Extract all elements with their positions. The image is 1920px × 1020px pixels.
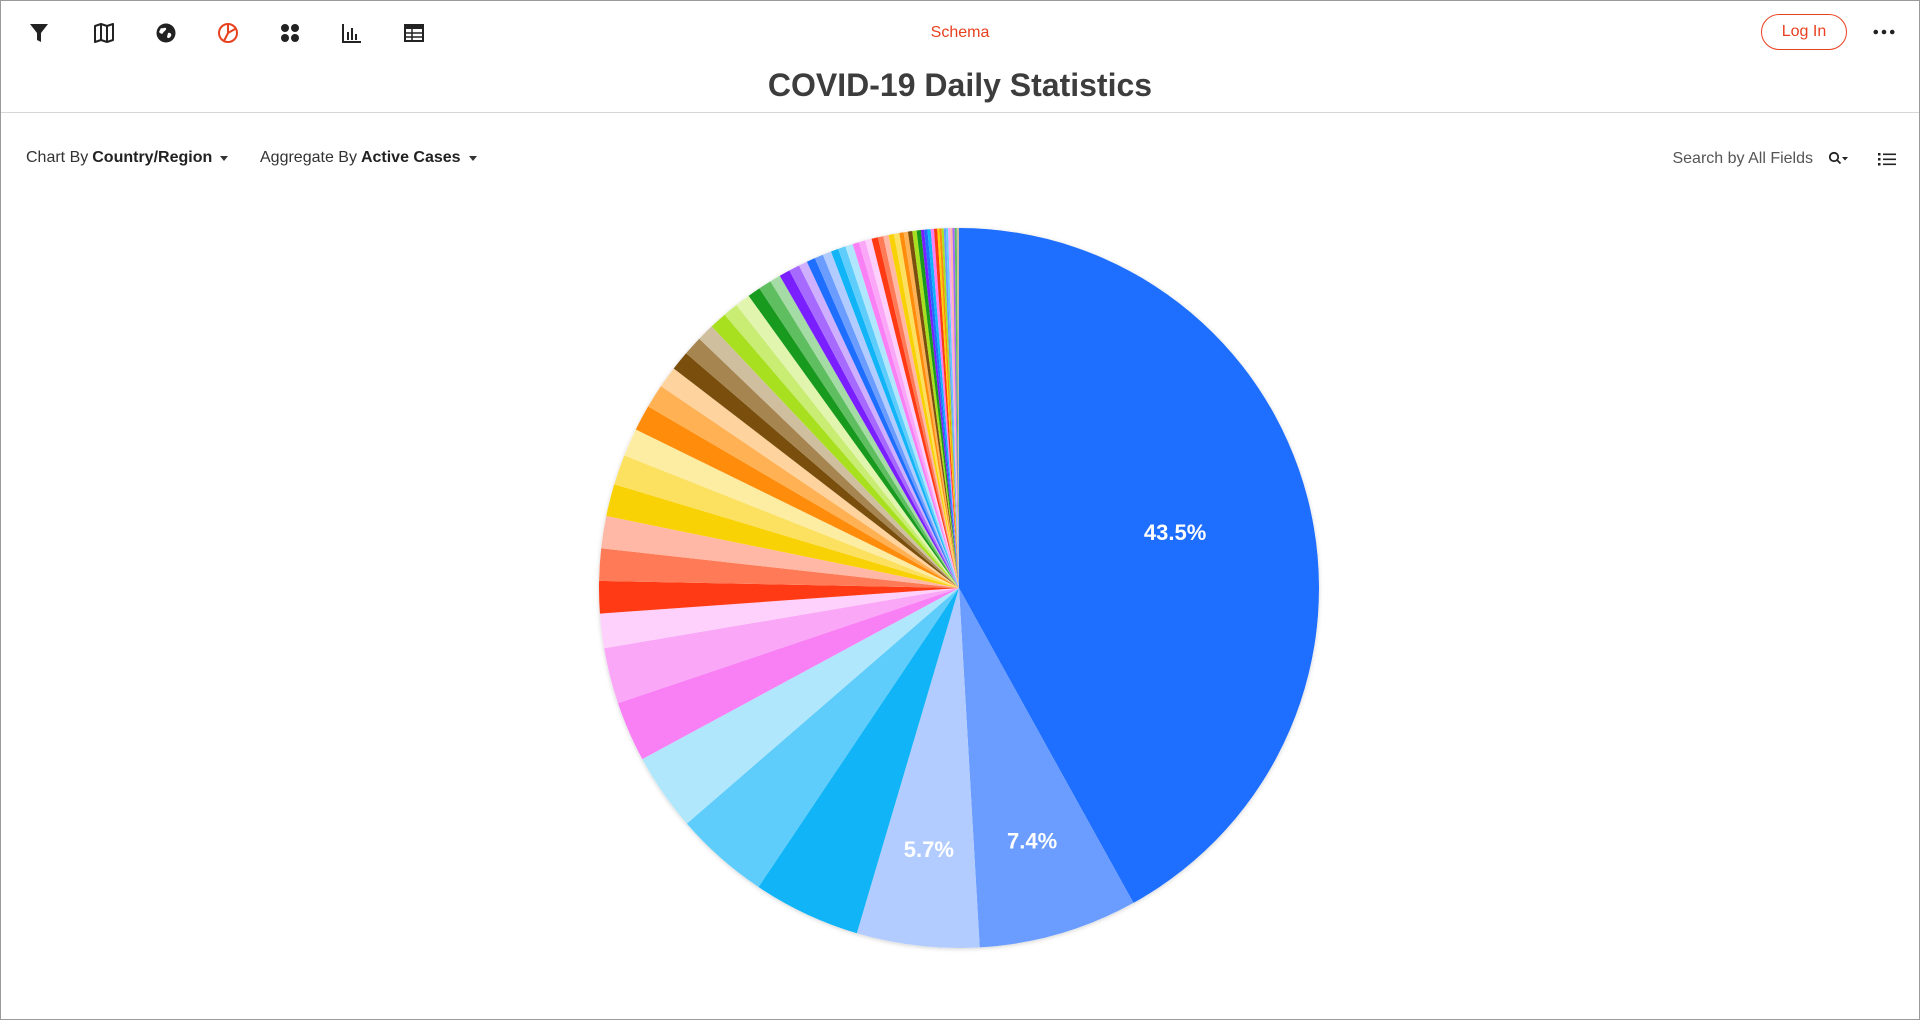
pie-slice[interactable] bbox=[950, 228, 959, 589]
pie-slice[interactable] bbox=[858, 240, 959, 589]
pie-slice[interactable] bbox=[943, 228, 959, 589]
pie-slice[interactable] bbox=[599, 548, 959, 588]
pie-slice[interactable] bbox=[865, 238, 959, 588]
search-dropdown-button[interactable] bbox=[1825, 151, 1851, 167]
pie-slice[interactable] bbox=[916, 230, 959, 588]
filter-icon[interactable] bbox=[25, 19, 53, 47]
pie-slice[interactable] bbox=[830, 248, 959, 588]
login-button[interactable]: Log In bbox=[1761, 14, 1847, 50]
more-horizontal-icon[interactable] bbox=[1867, 19, 1901, 45]
pie-slice[interactable] bbox=[814, 254, 959, 588]
search-box bbox=[1621, 147, 1848, 171]
pie-slice[interactable] bbox=[606, 484, 959, 588]
pie-slice[interactable] bbox=[920, 229, 959, 588]
pie-slice[interactable] bbox=[779, 270, 959, 588]
pie-slice[interactable] bbox=[838, 246, 959, 588]
pie-slice[interactable] bbox=[959, 588, 1134, 948]
pie-slice[interactable] bbox=[888, 233, 959, 588]
pie-slice[interactable] bbox=[959, 228, 1319, 903]
pie-slice[interactable] bbox=[871, 237, 959, 588]
pie-slice[interactable] bbox=[673, 353, 959, 588]
pie-slice[interactable] bbox=[758, 588, 959, 934]
pie-slice[interactable] bbox=[648, 386, 959, 588]
bubble-icon[interactable] bbox=[276, 19, 304, 47]
caret-down-icon bbox=[220, 155, 229, 161]
chart-by-value: Country/Region bbox=[92, 149, 213, 166]
map-icon[interactable] bbox=[90, 19, 118, 47]
pie-slice[interactable] bbox=[939, 228, 959, 588]
pie-slice[interactable] bbox=[660, 368, 959, 588]
search-input[interactable] bbox=[1621, 149, 1815, 169]
aggregate-by-prefix: Aggregate By bbox=[260, 149, 357, 166]
pie-slice[interactable] bbox=[912, 230, 959, 588]
pie-slice[interactable] bbox=[893, 232, 959, 588]
bar-chart-icon[interactable] bbox=[338, 19, 366, 47]
pie-slice[interactable] bbox=[601, 515, 959, 588]
pie-slice[interactable] bbox=[822, 251, 959, 589]
pie-slice[interactable] bbox=[711, 314, 959, 588]
pie-slice[interactable] bbox=[748, 288, 959, 588]
aggregate-by-value: Active Cases bbox=[360, 149, 461, 166]
pie-chart-icon[interactable] bbox=[214, 19, 242, 47]
pie-slices bbox=[599, 228, 1319, 949]
pie-slice[interactable] bbox=[799, 261, 959, 588]
pie-slice[interactable] bbox=[937, 228, 959, 588]
globe-icon[interactable] bbox=[152, 19, 180, 47]
pie-slice[interactable] bbox=[624, 429, 959, 588]
pie-slice[interactable] bbox=[686, 588, 959, 887]
pie-slice-label: 7.4% bbox=[1007, 828, 1057, 853]
pie-slice[interactable] bbox=[614, 455, 959, 588]
aggregate-by-dropdown[interactable]: Aggregate By Active Cases bbox=[260, 149, 477, 167]
pie-slice[interactable] bbox=[845, 244, 959, 588]
pie-slice[interactable] bbox=[724, 305, 959, 588]
pie-slice[interactable] bbox=[806, 258, 959, 588]
pie-slice[interactable] bbox=[604, 588, 959, 704]
toolbar: Schema Log In bbox=[1, 1, 1919, 63]
pie-slice[interactable] bbox=[948, 228, 959, 589]
pie-slice[interactable] bbox=[956, 228, 959, 588]
chart-by-dropdown[interactable]: Chart By Country/Region bbox=[26, 149, 229, 167]
pie-slice[interactable] bbox=[883, 234, 959, 588]
pie-slice[interactable] bbox=[924, 229, 959, 588]
pie-slice[interactable] bbox=[770, 275, 959, 588]
pie-slice[interactable] bbox=[907, 231, 959, 588]
pie-slice[interactable] bbox=[945, 228, 959, 588]
pie-slice[interactable] bbox=[952, 228, 959, 588]
table-icon[interactable] bbox=[400, 19, 428, 47]
pie-slice[interactable] bbox=[759, 281, 959, 588]
pie-slice[interactable] bbox=[599, 580, 959, 614]
pie-slice[interactable] bbox=[927, 229, 959, 588]
pie-slice[interactable] bbox=[877, 236, 959, 589]
pie-slice[interactable] bbox=[954, 228, 959, 589]
pie-slice[interactable] bbox=[599, 588, 959, 649]
caret-down-icon bbox=[468, 155, 477, 161]
pie-slice-label: 43.5% bbox=[1144, 520, 1206, 545]
page-title: COVID-19 Daily Statistics bbox=[767, 67, 1153, 103]
pie-slice[interactable] bbox=[686, 338, 959, 588]
schema-link[interactable]: Schema bbox=[930, 24, 990, 41]
chart-by-prefix: Chart By bbox=[26, 149, 89, 166]
pie-slice-label: 5.7% bbox=[904, 837, 954, 862]
pie-slice[interactable] bbox=[899, 232, 959, 588]
pie-slice[interactable] bbox=[852, 242, 959, 588]
header-divider bbox=[1, 112, 1919, 113]
pie-labels: 43.5% 7.4% 5.7% bbox=[904, 520, 1207, 862]
pie-slice[interactable] bbox=[635, 406, 959, 588]
pie-slice[interactable] bbox=[789, 265, 959, 588]
pie-slice[interactable] bbox=[941, 228, 959, 589]
pie-slice[interactable] bbox=[856, 588, 980, 949]
pie-slice[interactable] bbox=[642, 588, 959, 824]
pie-slice[interactable] bbox=[736, 295, 959, 588]
search-icon bbox=[1828, 151, 1848, 165]
pie-slice[interactable] bbox=[699, 326, 959, 588]
list-view-icon[interactable] bbox=[1877, 149, 1897, 169]
pie-slice[interactable] bbox=[933, 228, 959, 589]
pie-slice[interactable] bbox=[617, 588, 959, 760]
pie-slice[interactable] bbox=[903, 231, 959, 589]
pie-slice[interactable] bbox=[930, 228, 959, 588]
